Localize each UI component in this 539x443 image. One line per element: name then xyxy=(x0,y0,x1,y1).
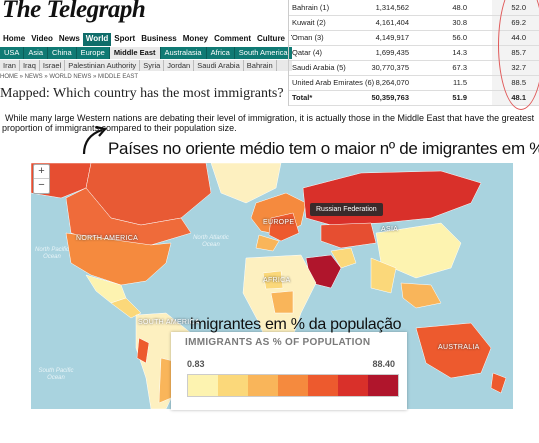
region-label-africa: AFRICA xyxy=(263,277,291,284)
page-bottom xyxy=(0,409,539,443)
table-cell-immigrants: 50,359,763 xyxy=(371,93,409,102)
nav-tab-business[interactable]: Business xyxy=(141,34,177,43)
map-legend: IMMIGRANTS AS % OF POPULATION 0.83 88.40 xyxy=(171,332,407,410)
legend-color-scale xyxy=(187,374,399,397)
table-cell-country: Oman (3) xyxy=(292,33,324,42)
table-cell-country: Bahrain (1) xyxy=(292,3,330,12)
nav-region-usa[interactable]: USA xyxy=(0,47,25,59)
region-label-north-america: NORTH AMERICA xyxy=(76,235,139,242)
telegraph-logo[interactable]: The Telegraph xyxy=(2,0,146,23)
legend-title: IMMIGRANTS AS % OF POPULATION xyxy=(185,337,371,348)
nav-tab-culture[interactable]: Culture xyxy=(257,34,285,43)
nav-tab-news[interactable]: News xyxy=(58,34,80,43)
nav-region-africa[interactable]: Africa xyxy=(207,47,235,59)
table-cell-immigrants: 4,149,917 xyxy=(375,33,409,42)
legend-swatch xyxy=(218,375,248,396)
region-label-australia: AUSTRALIA xyxy=(438,344,480,351)
nav-region-south-america[interactable]: South America xyxy=(235,47,292,59)
table-cell-country: Kuwait (2) xyxy=(292,18,326,27)
page-title: Mapped: Which country has the most immig… xyxy=(0,86,284,101)
nav-country-palestinian-authority[interactable]: Palestinian Authority xyxy=(65,60,141,71)
region-label-asia: ASIA xyxy=(381,226,399,233)
nav-country-saudi-arabia[interactable]: Saudi Arabia xyxy=(194,60,244,71)
nav-tab-tra[interactable]: Tra xyxy=(288,33,292,46)
zoom-in-button[interactable]: + xyxy=(34,165,49,179)
legend-swatch xyxy=(338,375,368,396)
breadcrumb[interactable]: HOME » NEWS » WORLD NEWS » MIDDLE EAST xyxy=(0,74,139,80)
table-cell-country: United Arab Emirates (6) xyxy=(292,78,375,87)
map-tooltip: Russian Federation xyxy=(310,203,383,216)
ocean-label-north-atlantic: North Atlantic Ocean xyxy=(193,235,229,248)
zoom-out-button[interactable]: − xyxy=(38,179,45,191)
nav-region-asia[interactable]: Asia xyxy=(24,47,49,59)
region-label-europe: EUROPE xyxy=(263,219,295,226)
curved-arrow-icon xyxy=(82,125,108,155)
nav-region-china[interactable]: China xyxy=(48,47,77,59)
nav-tab-world[interactable]: World xyxy=(82,33,112,46)
nav-country-bahrain[interactable]: Bahrain xyxy=(244,60,277,71)
table-cell-pct-a: 11.5 xyxy=(452,78,467,87)
table-cell-immigrants: 8,264,070 xyxy=(375,78,409,87)
nav-region-australasia[interactable]: Australasia xyxy=(161,47,207,59)
table-total-row: Total* 50,359,763 51.9 48.1 xyxy=(289,90,539,106)
nav-country-iran[interactable]: Iran xyxy=(0,60,20,71)
nav-country-jordan[interactable]: Jordan xyxy=(164,60,195,71)
table-cell-immigrants: 4,161,404 xyxy=(375,18,409,27)
legend-swatch xyxy=(248,375,278,396)
nav-country-syria[interactable]: Syria xyxy=(140,60,165,71)
nav-tab-comment[interactable]: Comment xyxy=(214,34,251,43)
nav-country-iraq[interactable]: Iraq xyxy=(20,60,40,71)
main-nav: Home Video News World Sport Business Money Comm… xyxy=(0,33,292,46)
annotation-subtitle: imigrantes em % da população xyxy=(190,316,402,333)
article-caption: While many large Western nations are deb… xyxy=(2,113,535,133)
legend-max-value: 88.40 xyxy=(372,359,395,369)
table-cell-immigrants: 30,770,375 xyxy=(371,63,409,72)
table-cell-pct-a: 30.8 xyxy=(452,18,467,27)
table-cell-country: Qatar (4) xyxy=(292,48,323,57)
legend-swatch xyxy=(278,375,308,396)
map-countries xyxy=(31,163,507,409)
nav-tab-sport[interactable]: Sport xyxy=(114,34,136,43)
table-cell-country: Saudi Arabia (5) xyxy=(292,63,346,72)
table-cell-immigrants: 1,699,435 xyxy=(375,48,409,57)
table-cell-immigrants: 1,314,562 xyxy=(375,3,409,12)
annotation-title: Países no oriente médio tem o maior nº d… xyxy=(108,139,539,158)
table-cell-country: Total* xyxy=(292,93,313,102)
region-nav: USA Asia China Europe Middle East Australasia… xyxy=(0,47,292,59)
country-nav: Iran Iraq Israel Palestinian Authority Syria… xyxy=(0,60,292,71)
map-zoom-control: + − xyxy=(33,164,50,194)
nav-region-middle-east[interactable]: Middle East xyxy=(109,47,161,59)
legend-min-value: 0.83 xyxy=(187,359,205,369)
table-cell-pct-a: 56.0 xyxy=(452,33,467,42)
legend-swatch xyxy=(188,375,218,396)
region-label-south-america: SOUTH AMERICA xyxy=(138,319,200,326)
nav-tab-home[interactable]: Home xyxy=(3,34,26,43)
table-cell-pct-a: 14.3 xyxy=(452,48,467,57)
table-cell-pct-a: 48.0 xyxy=(452,3,467,12)
legend-swatch xyxy=(368,375,398,396)
nav-tab-money[interactable]: Money xyxy=(182,34,209,43)
world-map[interactable]: NORTH AMERICA EUROPE ASIA AFRICA SOUTH A… xyxy=(31,163,513,409)
nav-region-europe[interactable]: Europe xyxy=(77,47,110,59)
table-cell-pct-a: 67.3 xyxy=(452,63,467,72)
legend-swatch xyxy=(308,375,338,396)
nav-country-israel[interactable]: Israel xyxy=(40,60,66,71)
hand-drawn-circle xyxy=(498,0,539,110)
ocean-label-south-pacific: South Pacific Ocean xyxy=(38,368,74,381)
ocean-label-north-pacific: North Pacific Ocean xyxy=(34,247,69,260)
nav-tab-video[interactable]: Video xyxy=(31,34,53,43)
table-cell-pct-a: 51.9 xyxy=(452,93,467,102)
